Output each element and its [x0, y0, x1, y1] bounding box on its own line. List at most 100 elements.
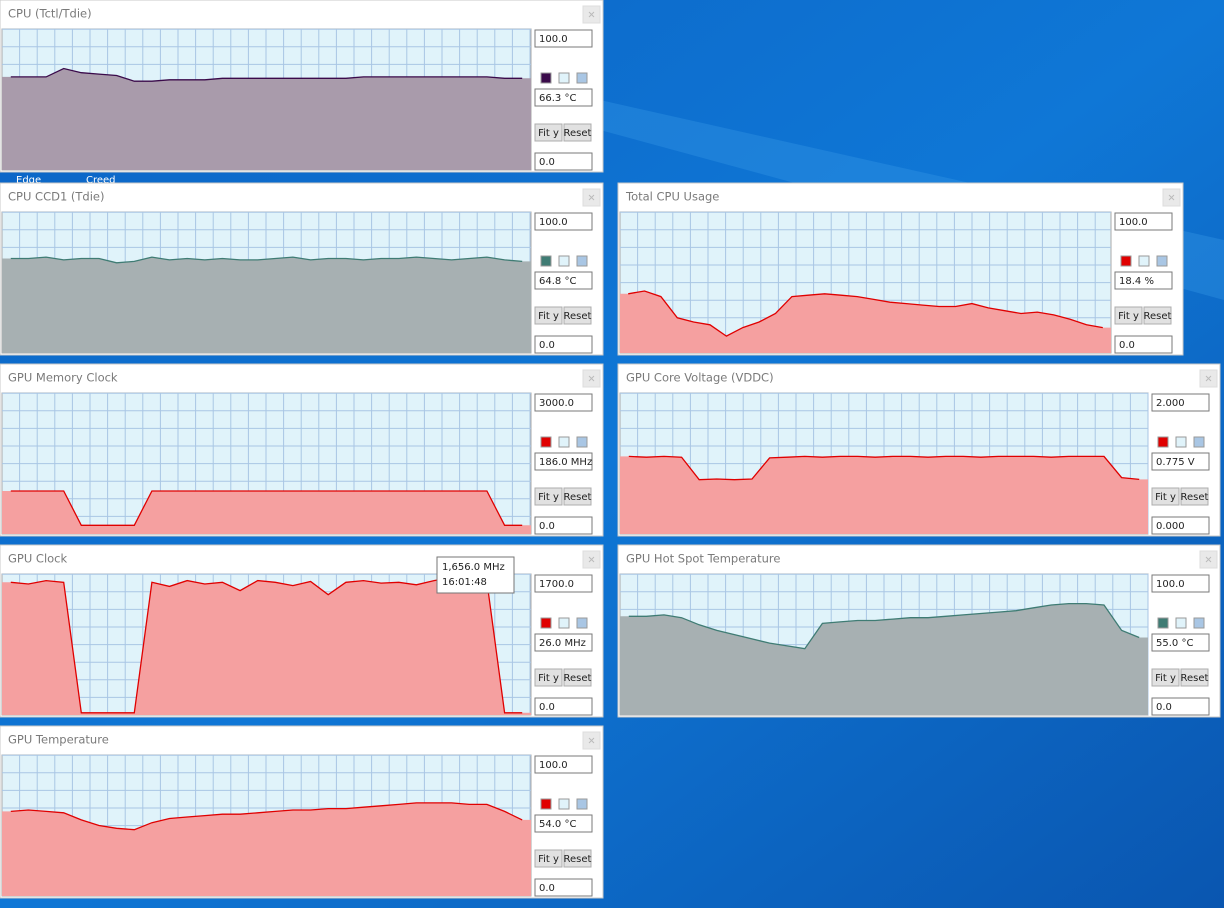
sensor-window: CPU CCD1 (Tdie) 100.0 64.8 °C Fit y Reset 0.0: [0, 182, 604, 356]
button[interactable]: [1151, 668, 1180, 687]
button-label: Reset: [564, 673, 592, 684]
color-swatch[interactable]: [558, 255, 570, 267]
min-value-box[interactable]: [534, 697, 593, 716]
color-swatch[interactable]: [576, 255, 588, 267]
button[interactable]: [534, 306, 563, 325]
icon-label[interactable]: Edge: [16, 175, 41, 186]
current-value: 54.0 °C: [539, 819, 576, 830]
max-value-box[interactable]: [1151, 574, 1210, 593]
current-value: 55.0 °C: [1156, 638, 1193, 649]
color-swatch[interactable]: [1193, 617, 1205, 629]
min-value: 0.0: [1119, 340, 1135, 351]
color-swatch[interactable]: [540, 617, 552, 629]
tooltip: 1,656.0 MHz 16:01:48: [436, 556, 515, 594]
max-value-box[interactable]: [534, 755, 593, 774]
sensor-line: [10, 802, 523, 831]
current-value-box[interactable]: [1151, 633, 1210, 652]
close-icon: [588, 737, 595, 744]
color-swatch[interactable]: [576, 436, 588, 448]
sensor-line: [628, 290, 1103, 337]
sensor-window: GPU Temperature 100.0 54.0 °C Fit y Reset 0.0: [0, 725, 604, 899]
button-label: Fit y: [1155, 492, 1176, 503]
button[interactable]: [1114, 306, 1143, 325]
current-value: 0.775 V: [1156, 457, 1195, 468]
current-value-box[interactable]: [534, 814, 593, 833]
color-swatch[interactable]: [1138, 255, 1150, 267]
sensor-area: [2, 577, 531, 715]
max-value-box[interactable]: [534, 574, 593, 593]
max-value-box[interactable]: [534, 393, 593, 412]
color-swatch[interactable]: [540, 436, 552, 448]
color-swatch[interactable]: [576, 72, 588, 84]
min-value-box[interactable]: [534, 878, 593, 897]
sensor-line: [628, 455, 1140, 481]
color-swatch[interactable]: [1157, 436, 1169, 448]
button[interactable]: [534, 668, 563, 687]
current-value-box[interactable]: [534, 633, 593, 652]
min-value-box[interactable]: [1151, 516, 1210, 535]
current-value-box[interactable]: [534, 271, 593, 290]
button-label: Reset: [1181, 492, 1209, 503]
button-label: Reset: [564, 128, 592, 139]
button[interactable]: [563, 487, 592, 506]
sensor-area: [620, 291, 1111, 353]
close-icon: [588, 194, 595, 201]
current-value-box[interactable]: [1114, 271, 1173, 290]
button-label: Fit y: [538, 673, 559, 684]
current-value-box[interactable]: [534, 88, 593, 107]
min-value-box[interactable]: [1114, 335, 1173, 354]
max-value-box[interactable]: [534, 212, 593, 231]
color-swatch[interactable]: [540, 798, 552, 810]
color-swatch[interactable]: [540, 255, 552, 267]
max-value-box[interactable]: [534, 29, 593, 48]
color-swatch[interactable]: [558, 798, 570, 810]
min-value: 0.0: [539, 340, 555, 351]
button-label: Fit y: [1118, 311, 1139, 322]
button[interactable]: [563, 668, 592, 687]
color-swatch[interactable]: [1175, 436, 1187, 448]
current-value-box[interactable]: [1151, 452, 1210, 471]
button-label: Fit y: [538, 492, 559, 503]
min-value-box[interactable]: [534, 152, 593, 171]
button-label: Fit y: [538, 311, 559, 322]
current-value-box[interactable]: [534, 452, 593, 471]
button[interactable]: [534, 123, 563, 142]
button[interactable]: [563, 306, 592, 325]
color-swatch[interactable]: [558, 617, 570, 629]
min-value-box[interactable]: [534, 516, 593, 535]
max-value-box[interactable]: [1114, 212, 1173, 231]
button[interactable]: [1143, 306, 1172, 325]
color-swatch[interactable]: [540, 72, 552, 84]
color-swatch[interactable]: [1157, 617, 1169, 629]
color-swatch[interactable]: [1175, 617, 1187, 629]
icon-label[interactable]: Creed: [86, 175, 116, 186]
color-swatch[interactable]: [1193, 436, 1205, 448]
tooltip-box: [436, 556, 515, 594]
color-swatch[interactable]: [1156, 255, 1168, 267]
button[interactable]: [1180, 487, 1209, 506]
button[interactable]: [534, 849, 563, 868]
max-value: 100.0: [1156, 579, 1185, 590]
sensor-window: CPU (Tctl/Tdie) 100.0 66.3 °C Fit y Reset 0.0: [0, 0, 604, 173]
button[interactable]: [1151, 487, 1180, 506]
sensor-line: [10, 67, 523, 82]
button[interactable]: [1180, 668, 1209, 687]
sensor-window: GPU Clock 1700.0 26.0 MHz Fit y Reset 0.0: [0, 544, 604, 718]
color-swatch[interactable]: [576, 798, 588, 810]
color-swatch[interactable]: [576, 617, 588, 629]
button[interactable]: [563, 123, 592, 142]
sensor-window: GPU Memory Clock 3000.0 186.0 MHz Fit y Rese…: [0, 363, 604, 537]
close-icon: [1205, 375, 1212, 382]
button[interactable]: [563, 849, 592, 868]
color-swatch[interactable]: [558, 436, 570, 448]
color-swatch[interactable]: [558, 72, 570, 84]
min-value: 0.0: [539, 521, 555, 532]
max-value-box[interactable]: [1151, 393, 1210, 412]
button[interactable]: [534, 487, 563, 506]
min-value-box[interactable]: [1151, 697, 1210, 716]
min-value-box[interactable]: [534, 335, 593, 354]
color-swatch[interactable]: [1120, 255, 1132, 267]
sensor-area: [2, 257, 531, 353]
